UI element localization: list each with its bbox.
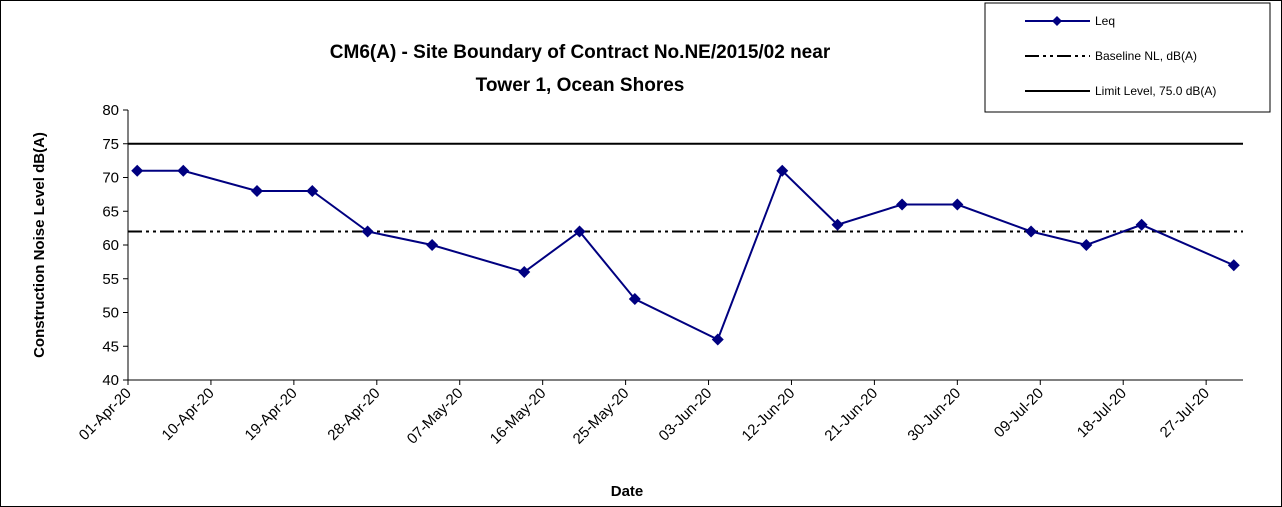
data-point [131,164,144,177]
y-axis-label: Construction Noise Level dB(A) [31,132,48,358]
data-point [1227,259,1240,272]
y-tick-label: 50 [102,305,119,322]
y-tick-label: 40 [102,372,119,389]
data-point [1135,218,1148,231]
y-tick-label: 80 [102,102,119,119]
data-point [951,198,964,211]
data-point [426,239,439,251]
data-point [251,185,264,197]
legend-label: Leq [1095,14,1115,28]
data-point [776,164,789,177]
y-tick-label: 70 [102,170,119,187]
y-tick-label: 60 [102,237,119,254]
data-point [711,333,724,346]
y-tick-label: 55 [102,271,119,288]
data-point [1025,225,1038,238]
chart-title: CM6(A) - Site Boundary of Contract No.NE… [330,42,831,63]
chart-title: Tower 1, Ocean Shores [476,75,685,96]
data-point [518,266,531,278]
legend-label: Baseline NL, dB(A) [1095,49,1197,63]
data-point [306,185,319,197]
data-point [573,225,586,238]
data-point [1080,239,1093,251]
x-axis-label: Date [611,483,644,500]
y-tick-label: 65 [102,203,119,220]
data-line [137,168,1235,341]
data-point [177,164,190,177]
y-tick-label: 45 [102,338,119,355]
data-point [628,293,641,305]
legend-marker [1052,16,1062,26]
y-tick-label: 75 [102,136,119,153]
legend-label: Limit Level, 75.0 dB(A) [1095,84,1216,98]
data-point [896,198,909,211]
data-point [361,225,374,238]
data-point [831,218,844,231]
